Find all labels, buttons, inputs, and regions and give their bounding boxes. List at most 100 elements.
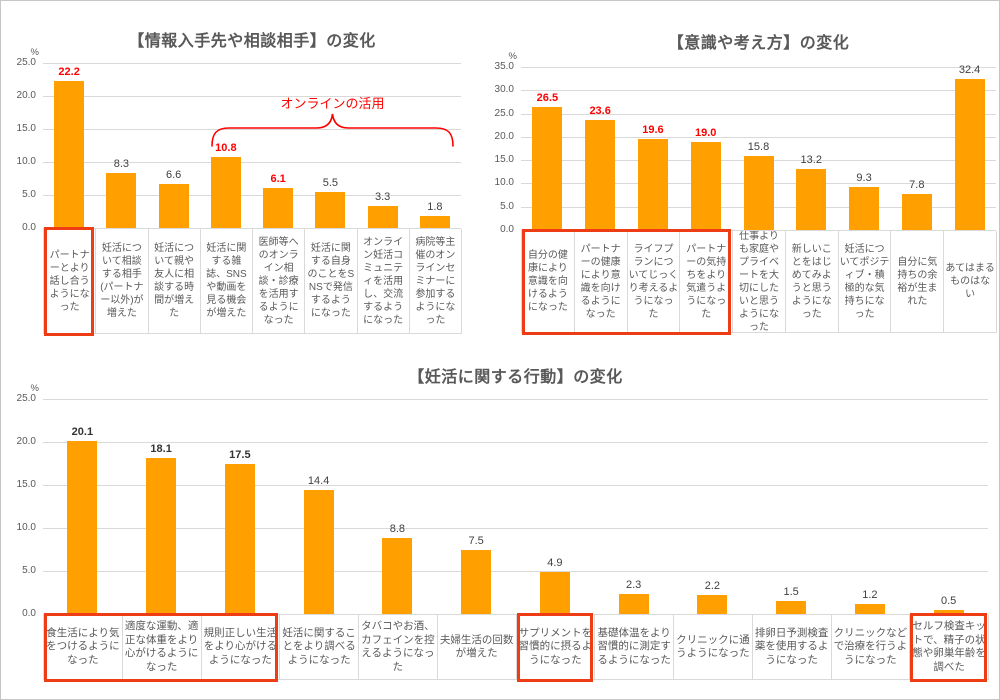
chart-info-sources: 【情報入手先や相談相手】の変化 % 25.0 20.0 15.0 10.0 5.0 0.0 2… <box>1 1 481 346</box>
category-label: 規則正しい生活をより心がけるようになった <box>202 615 281 679</box>
value-label: 1.2 <box>862 588 878 601</box>
category-label: パートナーの健康により意識を向けるようになった <box>575 231 628 332</box>
category-label: 妊活について親や友人に相談する時間が増えた <box>149 229 201 333</box>
value-label: 2.3 <box>625 579 642 592</box>
y-axis-unit-label: % <box>30 47 39 58</box>
bar <box>263 187 294 228</box>
y-tick-label: 20.0 <box>494 130 514 142</box>
y-tick-label: 25.0 <box>16 57 36 68</box>
gridline <box>43 129 461 130</box>
value-label: 1.5 <box>783 586 799 599</box>
gridline <box>43 571 988 572</box>
gridline <box>43 399 988 400</box>
category-label: 自分に気持ちの余裕が生まれた <box>891 231 945 332</box>
bar <box>532 106 563 230</box>
value-label: 15.8 <box>747 141 770 154</box>
highlight-box <box>910 613 987 682</box>
value-label: 26.5 <box>536 91 559 104</box>
category-label: 妊活について相談する相手(パートナー以外)が増えた <box>96 229 149 333</box>
bar <box>367 206 398 228</box>
bar <box>146 458 177 614</box>
gridline <box>43 63 461 64</box>
brace-icon <box>211 113 454 147</box>
chart-behavior: 【妊活に関する行動】の変化 % 25.0 20.0 15.0 10.0 5.0 0.0 20.… <box>1 351 999 699</box>
gridline <box>43 228 461 229</box>
y-tick-label: 15.0 <box>494 154 514 166</box>
highlight-box <box>516 613 594 682</box>
gridline <box>521 230 996 231</box>
y-tick-label: 15.0 <box>16 123 36 134</box>
bar <box>67 441 98 614</box>
y-tick-label: 10.0 <box>16 522 36 533</box>
y-tick-label: 0.0 <box>500 224 514 235</box>
bar <box>419 216 450 228</box>
category-label: 仕事よりも家庭やプライベートを大切にしたいと思うようになった <box>733 231 786 332</box>
y-tick-label: 30.0 <box>494 84 514 96</box>
value-label: 2.2 <box>704 580 721 593</box>
bar <box>106 173 137 228</box>
value-label: 1.8 <box>427 201 443 214</box>
category-label: 医師等へのオンライン相談・診療を活用するようになった <box>253 229 306 333</box>
bar <box>796 168 827 230</box>
y-tick-label: 0.0 <box>22 222 36 233</box>
bar <box>585 120 616 230</box>
value-label: 9.3 <box>856 171 872 184</box>
chart-mindset: 【意識や考え方】の変化 % 35.0 30.0 25.0 20.0 15.0 10.0 5.0… <box>481 1 999 346</box>
value-label: 7.5 <box>468 534 484 547</box>
y-tick-label: 35.0 <box>494 61 514 72</box>
bar <box>697 595 728 614</box>
bar <box>315 191 346 228</box>
bar <box>849 186 880 230</box>
category-axis: パートナーとより話し合うようになった 妊活について相談する相手(パートナー以外)が… <box>43 229 462 334</box>
value-label: 19.0 <box>695 126 717 139</box>
category-label: 妊活についてポジティブ・積極的な気持ちになった <box>839 231 892 332</box>
value-label: 6.1 <box>270 172 286 185</box>
bar <box>933 609 964 614</box>
value-label: 17.5 <box>229 448 251 461</box>
gridline <box>521 113 996 115</box>
category-axis: 自分の健康により意識を向けるようになった パートナーの健康により意識を向けるように… <box>521 231 998 333</box>
y-axis-unit-label: % <box>30 383 39 394</box>
value-label: 8.8 <box>389 523 406 536</box>
y-tick-label: 15.0 <box>16 479 36 490</box>
gridline <box>521 90 996 92</box>
y-tick-label: 5.0 <box>22 189 36 200</box>
y-tick-label: 0.0 <box>22 608 36 619</box>
gridline <box>43 442 988 443</box>
category-label: 夫婦生活の回数が増えた <box>438 615 517 679</box>
value-label: 5.5 <box>322 176 339 189</box>
y-tick-label: 5.0 <box>22 565 36 576</box>
category-label: サプリメントを習慣的に摂るようになった <box>517 615 596 679</box>
y-tick-label: 10.0 <box>494 177 514 189</box>
y-tick-label: 20.0 <box>16 436 36 447</box>
gridline <box>43 528 988 529</box>
category-label: 基礎体温をより習慣的に測定するようになった <box>595 615 674 679</box>
chart-info-sources-title: 【情報入手先や相談相手】の変化 <box>128 33 376 50</box>
category-label: オンライン妊活コミュニティを活用し、交流するようになった <box>358 229 410 333</box>
value-label: 32.4 <box>958 64 981 77</box>
bar <box>54 81 85 228</box>
category-label: 妊活に関する自身のことをSNSで発信するようになった <box>305 229 358 333</box>
category-label: タバコやお酒、カフェインを控えるようになった <box>359 615 438 679</box>
bar <box>954 79 985 230</box>
bar <box>743 156 774 230</box>
highlight-box <box>44 227 95 336</box>
category-label: セルフ検査キットで、精子の状態や卵巣年齢を調べた <box>910 615 989 679</box>
chart-behavior-title: 【妊活に関する行動】の変化 <box>408 369 623 386</box>
value-label: 22.2 <box>58 66 80 79</box>
y-tick-label: 25.0 <box>494 107 514 119</box>
value-label: 14.4 <box>307 475 330 488</box>
bar <box>210 156 241 228</box>
value-label: 0.5 <box>940 594 957 607</box>
category-label: クリニックなどで治療を行うようになった <box>832 615 911 679</box>
value-label: 3.3 <box>374 191 391 204</box>
y-tick-label: 5.0 <box>500 200 514 212</box>
bar <box>224 463 255 614</box>
category-label: 新しいことをはじめてみようと思うようになった <box>786 231 839 332</box>
bar <box>618 594 649 614</box>
gridline <box>43 614 988 615</box>
highlight-box <box>522 229 732 335</box>
value-label: 8.3 <box>113 158 130 171</box>
value-label: 23.6 <box>589 105 611 118</box>
